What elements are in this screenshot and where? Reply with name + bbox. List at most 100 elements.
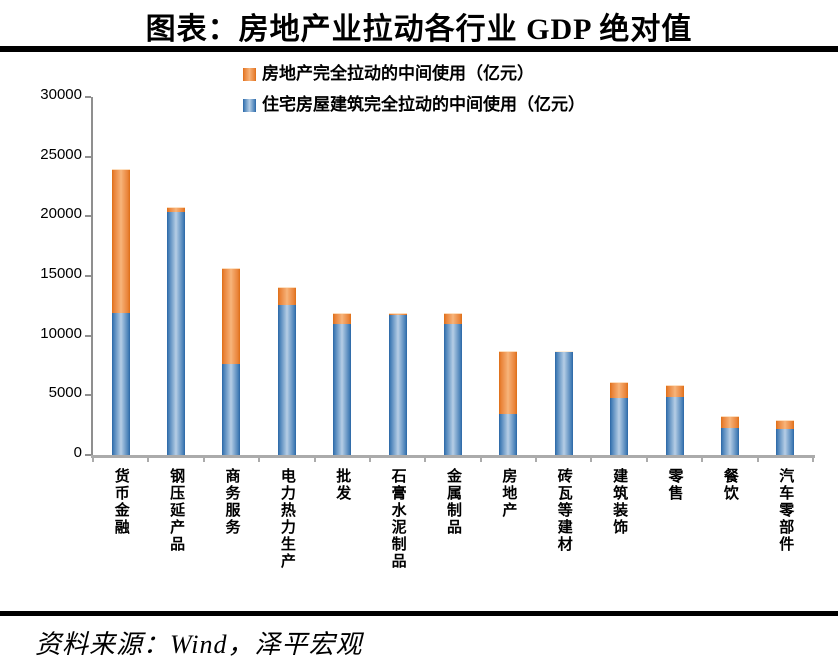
x-axis-tick — [812, 458, 814, 462]
x-axis-tick — [313, 458, 316, 462]
bar-零售 — [665, 97, 684, 455]
x-axis-label: 电力热力生产 — [259, 468, 314, 608]
x-axis-label-text: 房地产 — [500, 468, 517, 519]
y-axis-label: 5000 — [48, 384, 82, 402]
x-axis-label: 零售 — [647, 468, 702, 608]
bar-segment-orange — [388, 313, 407, 316]
bar-segment-blue — [610, 397, 629, 455]
y-axis-label: 20000 — [40, 205, 82, 223]
chart-title: 图表：房地产业拉动各行业 GDP 绝对值 — [145, 13, 693, 46]
bar-金属制品 — [444, 97, 462, 455]
legend-item-real-estate: 房地产完全拉动的中间使用（亿元） — [243, 63, 585, 85]
x-axis-tick — [368, 458, 371, 462]
bar-segment-orange — [665, 384, 684, 397]
y-axis-tick — [85, 454, 91, 456]
x-axis-label-text: 砖瓦等建材 — [555, 468, 572, 553]
bar-segment-blue — [665, 396, 684, 455]
y-axis-label: 0 — [73, 444, 82, 461]
x-axis-label-text: 汽车零部件 — [777, 468, 794, 553]
bar-石膏水泥制品 — [388, 97, 407, 455]
x-axis-label-text: 金属制品 — [444, 468, 461, 536]
x-axis-label-text: 餐饮 — [721, 468, 738, 502]
x-axis-label: 砖瓦等建材 — [536, 468, 591, 608]
x-axis-tick — [147, 458, 150, 462]
bar-segment-blue — [111, 313, 130, 455]
x-axis-tick — [590, 458, 593, 462]
x-axis-label-text: 钢压延产品 — [168, 468, 185, 553]
x-axis-tick — [202, 458, 205, 462]
bar-钢压延产品 — [167, 97, 186, 455]
bar-砖瓦等建材 — [554, 97, 573, 455]
legend-swatch-blue — [243, 98, 256, 112]
y-axis-line — [91, 97, 93, 458]
y-axis-label: 25000 — [40, 145, 82, 163]
bar-segment-blue — [167, 211, 186, 455]
y-axis-tick — [85, 275, 91, 277]
x-axis-labels: 货币金融 钢压延产品 商务服务 电力热力生产 批发 石膏水泥制品 金属制品 房地产 砖瓦等建材 建… — [93, 468, 813, 608]
x-axis-label-text: 商务服务 — [223, 468, 240, 536]
bar-segment-blue — [444, 323, 462, 455]
bar-segment-orange — [222, 267, 241, 365]
bar-segment-blue — [720, 427, 739, 455]
plot-area — [93, 97, 813, 455]
x-axis-label-text: 石膏水泥制品 — [389, 468, 406, 570]
x-axis-line — [91, 455, 815, 458]
bar-建筑装饰 — [610, 97, 629, 455]
y-axis-label: 30000 — [40, 86, 82, 103]
x-axis-label: 餐饮 — [702, 468, 757, 608]
x-axis-label-text: 建筑装饰 — [611, 468, 628, 536]
bar-segment-orange — [111, 168, 130, 313]
bar-segment-blue — [554, 352, 573, 455]
x-axis-label: 批发 — [315, 468, 370, 608]
y-axis-label: 10000 — [40, 324, 82, 342]
bar-segment-orange — [167, 206, 186, 212]
x-axis-label: 建筑装饰 — [591, 468, 646, 608]
x-axis-tick — [535, 458, 538, 462]
x-axis-label-text: 零售 — [666, 468, 683, 502]
bar-汽车零部件 — [776, 97, 795, 455]
bar-segment-blue — [222, 364, 241, 455]
legend-swatch-orange — [243, 67, 256, 81]
bar-segment-orange — [333, 313, 352, 324]
bar-segment-blue — [776, 428, 795, 455]
legend: 房地产完全拉动的中间使用（亿元） 住宅房屋建筑完全拉动的中间使用（亿元） — [243, 63, 585, 116]
y-axis-tick — [85, 96, 91, 98]
x-axis-label: 石膏水泥制品 — [370, 468, 425, 608]
bar-房地产 — [499, 97, 518, 455]
x-axis-tick — [258, 458, 261, 462]
x-axis-tick — [756, 458, 759, 462]
bar-segment-orange — [720, 415, 739, 428]
bar-segment-orange — [776, 420, 795, 429]
bar-segment-orange — [610, 382, 629, 398]
x-axis-tick — [424, 458, 427, 462]
x-axis-label-text: 批发 — [334, 468, 351, 502]
x-axis-label-text: 货币金融 — [112, 468, 129, 536]
x-axis-label: 汽车零部件 — [758, 468, 813, 608]
x-axis-label: 房地产 — [481, 468, 536, 608]
source-note: 资料来源：Wind，泽平宏观 — [35, 630, 363, 659]
legend-label-real-estate: 房地产完全拉动的中间使用（亿元） — [262, 64, 534, 83]
bar-segment-blue — [277, 304, 296, 455]
x-axis-tick — [479, 458, 482, 462]
bar-餐饮 — [720, 97, 739, 455]
divider-line-bottom — [0, 611, 838, 616]
x-axis-tick — [645, 458, 648, 462]
bar-segment-orange — [277, 286, 296, 305]
bar-segment-orange — [554, 351, 573, 353]
x-axis-label-text: 电力热力生产 — [278, 468, 295, 570]
x-axis-tick — [92, 458, 94, 462]
y-axis-label: 15000 — [40, 265, 82, 282]
bar-货币金融 — [111, 97, 130, 455]
x-axis-label: 货币金融 — [93, 468, 148, 608]
bar-segment-blue — [333, 323, 352, 455]
y-axis-tick — [85, 155, 91, 158]
bar-segment-blue — [499, 414, 518, 455]
bar-电力热力生产 — [277, 97, 296, 455]
x-axis-label: 商务服务 — [204, 468, 259, 608]
y-axis-tick — [85, 394, 91, 397]
bar-segment-orange — [499, 351, 518, 415]
y-axis-tick — [85, 334, 91, 337]
bar-segment-blue — [388, 315, 407, 455]
divider-line-top — [0, 46, 838, 52]
